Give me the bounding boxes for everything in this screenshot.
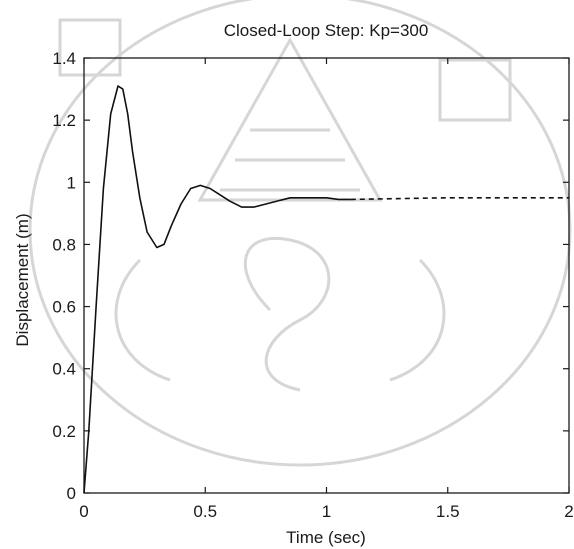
y-tick-label: 0.4 <box>52 360 76 379</box>
x-axis-label: Time (sec) <box>286 528 366 547</box>
series-line-solid <box>83 85 351 494</box>
y-tick-label: 1.4 <box>52 49 76 68</box>
y-axis-label: Displacement (m) <box>13 213 32 346</box>
y-tick-label: 0.6 <box>52 298 76 317</box>
y-tick-label: 1.2 <box>52 111 76 130</box>
y-tick-label: 0.8 <box>52 235 76 254</box>
seal-watermark <box>28 0 572 467</box>
x-tick-label: 0.5 <box>193 502 217 521</box>
y-tick-labels: 0 0.2 0.4 0.6 0.8 1 1.2 1.4 <box>52 49 76 503</box>
series-line-dashed <box>350 197 569 201</box>
x-tick-label: 1.5 <box>436 502 460 521</box>
y-tick-label: 0.2 <box>52 422 76 441</box>
x-tick-label: 0 <box>79 502 88 521</box>
series-lines <box>83 85 569 494</box>
x-tick-labels: 0 0.5 1 1.5 2 <box>79 502 573 521</box>
axis-ticks <box>83 57 570 494</box>
y-tick-label: 1 <box>67 173 76 192</box>
y-tick-label: 0 <box>67 484 76 503</box>
x-tick-label: 2 <box>564 502 573 521</box>
chart-title: Closed-Loop Step: Kp=300 <box>224 21 429 40</box>
x-tick-label: 1 <box>322 502 331 521</box>
